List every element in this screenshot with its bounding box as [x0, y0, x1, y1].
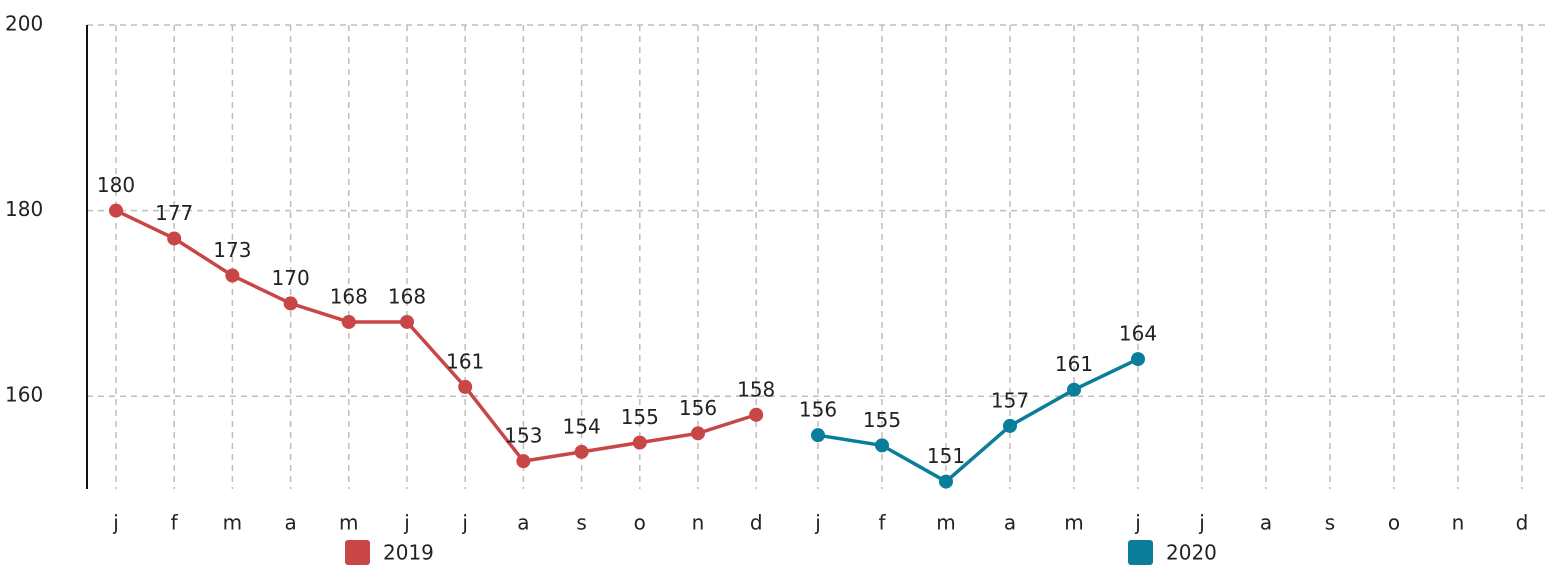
data-label: 156	[679, 396, 717, 420]
data-label: 158	[737, 377, 775, 401]
x-tick-label: s	[576, 511, 586, 535]
data-label: 168	[388, 284, 426, 308]
data-point	[109, 203, 123, 218]
x-tick-label: j	[814, 511, 821, 535]
data-label: 161	[1055, 352, 1093, 376]
data-point	[749, 407, 764, 422]
x-tick-label: m	[339, 511, 358, 535]
x-tick-label: a	[284, 511, 296, 535]
data-point	[1003, 418, 1017, 433]
data-label: 155	[863, 408, 901, 432]
x-tick-label: s	[1325, 511, 1335, 535]
data-label: 173	[213, 238, 251, 262]
data-point	[516, 454, 531, 469]
x-tick-label: f	[171, 511, 179, 535]
x-tick-label: d	[750, 511, 763, 535]
x-tick-label: j	[403, 511, 410, 535]
data-label: 177	[155, 201, 193, 225]
x-tick-label: o	[634, 511, 646, 535]
x-tick-label: j	[112, 511, 119, 535]
data-label: 157	[991, 388, 1029, 412]
x-tick-label: n	[692, 511, 705, 535]
series-line	[115, 209, 757, 464]
data-label: 156	[799, 398, 837, 422]
x-tick-label: m	[1064, 511, 1083, 535]
data-label: 154	[563, 414, 601, 438]
data-point	[1131, 352, 1145, 367]
data-point	[811, 428, 825, 443]
data-point	[939, 474, 953, 489]
data-point	[875, 438, 889, 453]
data-point	[283, 296, 298, 311]
x-tick-label: f	[878, 511, 886, 535]
x-tick-label: j	[1134, 511, 1141, 535]
x-tick-label: a	[1260, 511, 1272, 535]
data-label: 151	[927, 444, 965, 468]
data-point	[1067, 382, 1081, 397]
legend-label: 2020	[1166, 541, 1217, 565]
legend-label: 2019	[383, 541, 434, 565]
legend-swatch	[1128, 540, 1153, 565]
data-label: 168	[330, 284, 368, 308]
data-label: 155	[621, 405, 659, 429]
y-tick-label: 200	[5, 12, 43, 36]
data-point	[400, 314, 414, 329]
data-point	[167, 231, 182, 246]
data-point	[458, 379, 473, 394]
x-tick-label: j	[1198, 511, 1205, 535]
data-point	[691, 426, 705, 441]
x-tick-label: m	[936, 511, 955, 535]
data-label: 153	[504, 424, 542, 448]
y-tick-label: 160	[5, 383, 43, 407]
x-tick-label: o	[1388, 511, 1400, 535]
data-point	[632, 435, 647, 450]
x-tick-label: d	[1516, 511, 1529, 535]
data-label: 161	[446, 349, 484, 373]
y-tick-label: 180	[5, 197, 43, 221]
x-tick-label: j	[461, 511, 468, 535]
x-tick-label: a	[517, 511, 529, 535]
data-point	[574, 444, 589, 459]
x-tick-label: a	[1004, 511, 1016, 535]
x-tick-label: m	[223, 511, 242, 535]
legend-swatch	[345, 540, 370, 565]
data-label: 164	[1119, 322, 1157, 346]
data-label: 170	[272, 266, 310, 290]
data-point	[341, 314, 356, 329]
x-tick-label: n	[1452, 511, 1465, 535]
series-line	[817, 357, 1139, 484]
data-label: 180	[97, 173, 135, 197]
data-point	[225, 268, 240, 283]
